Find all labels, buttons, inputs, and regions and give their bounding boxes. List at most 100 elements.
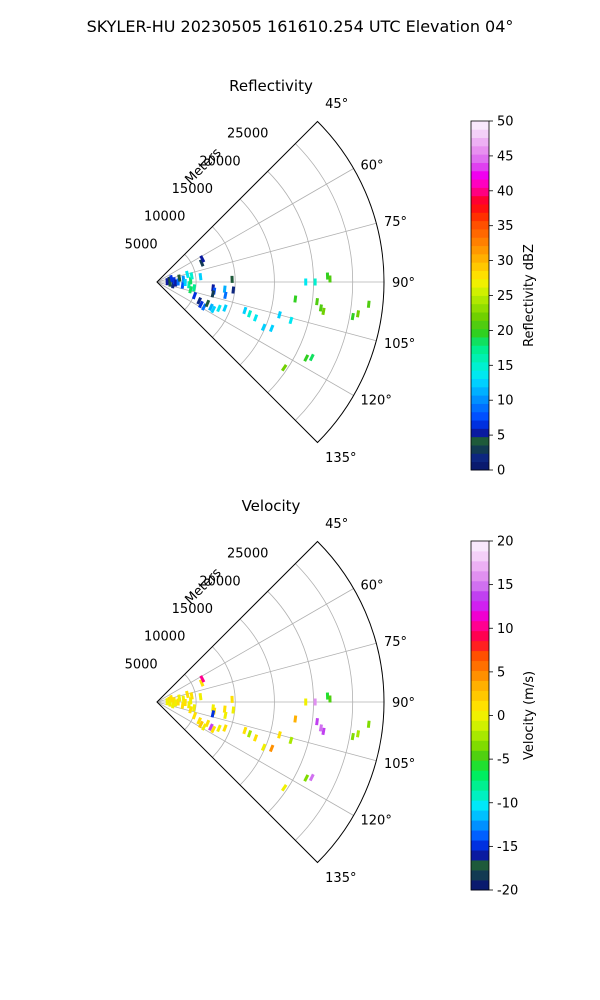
colorbar-segment (471, 361, 489, 371)
colorbar-segment (471, 253, 489, 263)
radar-echo-point (321, 727, 326, 736)
colorbar-segment (471, 179, 489, 188)
radar-echo-point (191, 711, 198, 720)
colorbar-segment (471, 312, 489, 321)
radar-echo-point (196, 296, 202, 305)
radar-echo-point (188, 705, 193, 714)
colorbar-segment (471, 760, 489, 771)
colorbar-tick-label: 10 (497, 394, 514, 409)
colorbar-tick-label: 0 (497, 464, 505, 479)
colorbar-segment (471, 453, 489, 463)
radar-echo-point (277, 731, 282, 739)
radar-echo-point (198, 273, 203, 281)
colorbar-segment (471, 820, 489, 831)
colorbar-tick-label: -15 (497, 840, 518, 855)
colorbar-segment (471, 436, 489, 446)
colorbar-segment (471, 411, 489, 421)
radius-tick-label: 5000 (125, 237, 158, 252)
colorbar-segment (471, 710, 489, 721)
radar-echo-point (252, 734, 259, 742)
colorbar-tick-label: 30 (497, 254, 514, 269)
radius-tick-label: 10000 (144, 630, 185, 645)
radar-echo-point (183, 278, 187, 287)
colorbar-segment (471, 800, 489, 811)
colorbar-segment (471, 670, 489, 681)
colorbar-segment (471, 461, 489, 471)
radius-tick-label: 25000 (227, 127, 268, 142)
colorbar-segment (471, 770, 489, 781)
colorbar-tick-label: 15 (497, 578, 514, 593)
radar-echo-point (355, 730, 361, 738)
colorbar-segment (471, 245, 489, 255)
colorbar-segment (471, 580, 489, 592)
angular-gridline (156, 701, 354, 816)
radar-echo-point (192, 704, 197, 712)
radar-echo-point (293, 715, 298, 723)
angle-tick-label: 90° (392, 276, 415, 291)
angle-tick-label: 135° (325, 451, 356, 466)
reflectivity-panel: Reflectivity45°60°75°90°105°120°135°5000… (125, 77, 537, 479)
colorbar-segment (471, 740, 489, 751)
radius-tick-label: 15000 (172, 182, 213, 197)
radar-echo-point (196, 716, 202, 725)
radar-echo-point (318, 304, 323, 312)
radar-echo-point (183, 698, 187, 707)
radar-echo-point (303, 354, 310, 362)
colorbar-segment (471, 195, 489, 205)
radar-echo-point (185, 270, 190, 279)
angular-gridline (156, 222, 377, 283)
colorbar-segment (471, 640, 489, 652)
radar-echo-point (315, 297, 319, 306)
colorbar-segment (471, 750, 489, 761)
colorbar-segment (471, 700, 489, 711)
radar-echo-point (230, 695, 234, 703)
colorbar-segment (471, 237, 489, 247)
colorbar-tick-label: 10 (497, 622, 514, 637)
radar-echo-point (169, 694, 174, 703)
colorbar: -20 -15 -10 -5 0 5 10 15 20 Velocity (m/s) (470, 535, 537, 899)
radar-echo-point (188, 285, 193, 294)
radar-echo-point (180, 701, 185, 709)
colorbar-tick-label: 45 (497, 149, 514, 164)
radar-echo-point (350, 732, 355, 741)
colorbar-segment (471, 680, 489, 691)
colorbar-segment (471, 840, 489, 851)
colorbar-tick-label: -10 (497, 796, 518, 811)
radar-echo-point (260, 743, 267, 752)
colorbar-segment (471, 428, 489, 438)
radar-echo-point (222, 705, 227, 713)
radar-echo-point (216, 724, 222, 733)
radar-echo-point (280, 364, 288, 372)
radar-echo-point (199, 255, 206, 263)
radar-echo-point (288, 316, 294, 325)
radar-echo-point (208, 723, 214, 731)
colorbar-segment (471, 780, 489, 791)
panel-title: Velocity (242, 497, 301, 515)
colorbar-label: Velocity (m/s) (522, 671, 537, 760)
radar-echo-point (177, 274, 182, 282)
figure-title: SKYLER-HU 20230505 161610.254 UTC Elevat… (87, 17, 514, 36)
radar-echo-point (189, 692, 194, 700)
colorbar-segment (471, 610, 489, 622)
colorbar-segment (471, 870, 489, 881)
colorbar-segment (471, 590, 489, 602)
radar-echo-point (222, 724, 228, 732)
colorbar-segment (471, 880, 489, 891)
colorbar-segment (471, 445, 489, 454)
colorbar-segment (471, 660, 489, 672)
colorbar-segment (471, 145, 489, 155)
panel-title: Reflectivity (229, 77, 313, 95)
radar-echo-point (180, 281, 185, 289)
angle-tick-label: 120° (361, 814, 392, 829)
radar-echo-point (304, 278, 308, 286)
angle-tick-label: 45° (325, 517, 348, 532)
colorbar-segment (471, 262, 489, 271)
radar-echo-point (268, 324, 275, 333)
colorbar-segment (471, 386, 489, 396)
colorbar-tick-label: 25 (497, 289, 514, 304)
colorbar-segment (471, 353, 489, 363)
colorbar-segment (471, 229, 489, 238)
colorbar-segment (471, 690, 489, 701)
colorbar-segment (471, 220, 489, 230)
